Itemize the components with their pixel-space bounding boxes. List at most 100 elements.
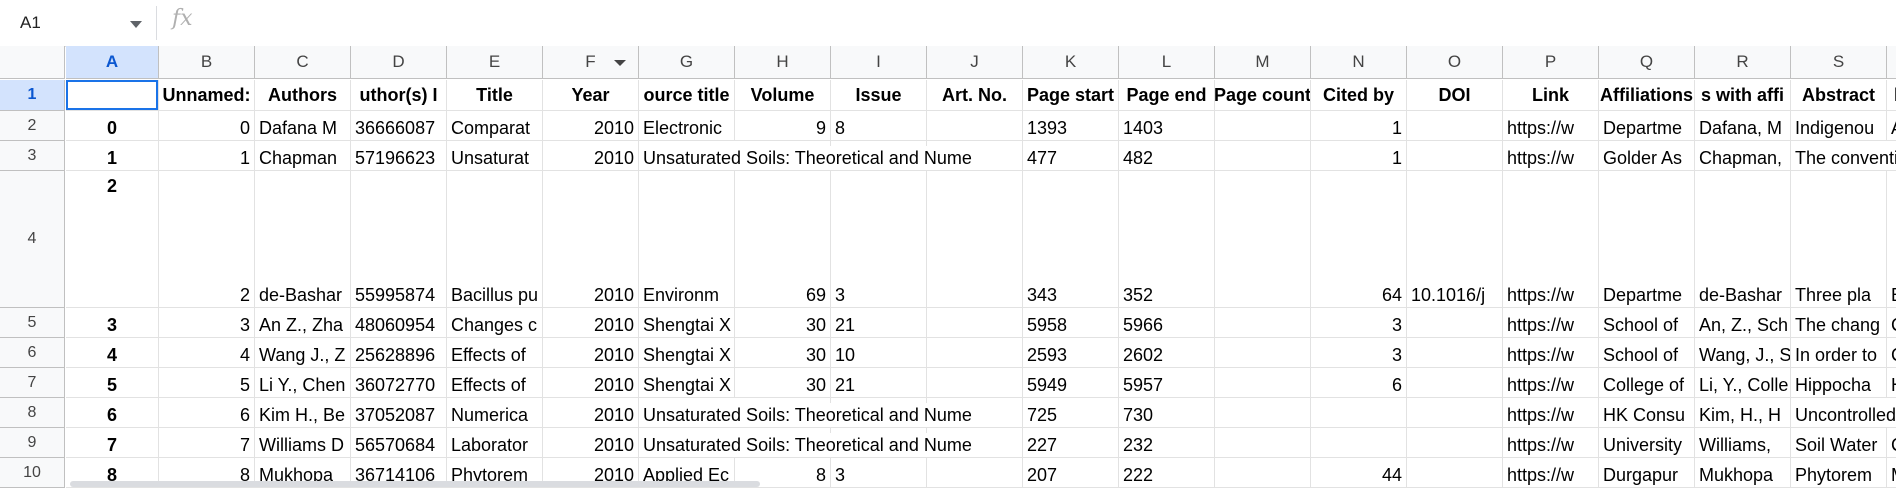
cell-a3[interactable]: 1 [66,141,159,171]
column-header-g[interactable]: G [639,46,735,79]
cell-f1[interactable]: Year [543,80,639,111]
cell-m1[interactable]: Page count [1215,80,1311,111]
cell-j4[interactable] [927,171,1023,308]
cell-e9[interactable]: Laborator [447,428,543,458]
cell-q6[interactable]: School of [1599,338,1695,368]
cell-a8[interactable]: 6 [66,398,159,428]
cell-c1[interactable]: Authors [255,80,351,111]
cell-c5[interactable]: An Z., Zha [255,308,351,338]
cell-t1[interactable]: hor Keyw [1887,80,1896,111]
cell-t5[interactable]: Copper r [1887,308,1896,338]
cell-i4[interactable]: 3 [831,171,927,308]
cell-j2[interactable] [927,111,1023,141]
cell-o4[interactable]: 10.1016/j [1407,171,1503,308]
cell-j1[interactable]: Art. No. [927,80,1023,111]
column-header-b[interactable]: B [159,46,255,79]
cell-t9[interactable]: Characte [1887,428,1896,458]
cell-n8[interactable] [1311,398,1407,428]
cell-f9[interactable]: 2010 [543,428,639,458]
cell-k7[interactable]: 5949 [1023,368,1119,398]
cell-e5[interactable]: Changes c [447,308,543,338]
cell-o7[interactable] [1407,368,1503,398]
cell-c4[interactable]: de-Bashar [255,171,351,308]
column-header-p[interactable]: P [1503,46,1599,79]
cell-c6[interactable]: Wang J., Z [255,338,351,368]
cell-e2[interactable]: Comparat [447,111,543,141]
cell-r1[interactable]: s with affi [1695,80,1791,111]
cell-e7[interactable]: Effects of [447,368,543,398]
cell-l2[interactable]: 1403 [1119,111,1215,141]
select-all-corner[interactable] [0,46,65,79]
cell-b5[interactable]: 3 [159,308,255,338]
cell-p4[interactable]: https://w [1503,171,1599,308]
cell-e3[interactable]: Unsaturat [447,141,543,171]
cell-h4[interactable]: 69 [735,171,831,308]
cell-a9[interactable]: 7 [66,428,159,458]
cell-s10[interactable]: Phytorem [1791,458,1887,488]
cell-p6[interactable]: https://w [1503,338,1599,368]
column-header-j[interactable]: J [927,46,1023,79]
column-header-e[interactable]: E [447,46,543,79]
row-header-6[interactable]: 6 [0,338,65,368]
cell-a2[interactable]: 0 [66,111,159,141]
cell-h1[interactable]: Volume [735,80,831,111]
cell-d2[interactable]: 36666087 [351,111,447,141]
cell-p8[interactable]: https://w [1503,398,1599,428]
cell-q1[interactable]: Affiliations [1599,80,1695,111]
cell-n7[interactable]: 6 [1311,368,1407,398]
cell-n2[interactable]: 1 [1311,111,1407,141]
cell-b9[interactable]: 7 [159,428,255,458]
column-header-m[interactable]: M [1215,46,1311,79]
cell-g3[interactable]: Unsaturated Soils: Theoretical and Nume [639,141,1023,171]
cell-g8[interactable]: Unsaturated Soils: Theoretical and Nume [639,398,1023,428]
cell-o5[interactable] [1407,308,1503,338]
cell-s4[interactable]: Three pla [1791,171,1887,308]
cell-o1[interactable]: DOI [1407,80,1503,111]
cell-d3[interactable]: 57196623 [351,141,447,171]
cell-k6[interactable]: 2593 [1023,338,1119,368]
cell-k2[interactable]: 1393 [1023,111,1119,141]
cell-k3[interactable]: 477 [1023,141,1119,171]
row-header-7[interactable]: 7 [0,368,65,398]
cell-s7[interactable]: Hippocha [1791,368,1887,398]
cell-q7[interactable]: College of [1599,368,1695,398]
cell-m4[interactable] [1215,171,1311,308]
column-header-o[interactable]: O [1407,46,1503,79]
cell-p1[interactable]: Link [1503,80,1599,111]
cell-i6[interactable]: 10 [831,338,927,368]
cell-c3[interactable]: Chapman [255,141,351,171]
cell-p3[interactable]: https://w [1503,141,1599,171]
cell-d7[interactable]: 36072770 [351,368,447,398]
cell-p10[interactable]: https://w [1503,458,1599,488]
cell-l5[interactable]: 5966 [1119,308,1215,338]
column-header-i[interactable]: I [831,46,927,79]
cell-n10[interactable]: 44 [1311,458,1407,488]
cell-j5[interactable] [927,308,1023,338]
cell-s9[interactable]: Soil Water [1791,428,1887,458]
cell-m5[interactable] [1215,308,1311,338]
cell-i2[interactable]: 8 [831,111,927,141]
cell-m3[interactable] [1215,141,1311,171]
cell-s8[interactable]: Uncontrolled piles [1791,398,1896,428]
cell-t7[interactable]: Hippoch [1887,368,1896,398]
cell-b4[interactable]: 2 [159,171,255,308]
cell-g1[interactable]: ource title [639,80,735,111]
name-box[interactable]: A1 [8,6,157,40]
column-header-a[interactable]: A [66,46,159,79]
formula-input[interactable] [210,6,1890,40]
cell-s6[interactable]: In order to [1791,338,1887,368]
row-header-4[interactable]: 4 [0,171,65,308]
cell-b6[interactable]: 4 [159,338,255,368]
cell-r2[interactable]: Dafana, M [1695,111,1791,141]
cell-m10[interactable] [1215,458,1311,488]
cell-e4[interactable]: Bacillus pu [447,171,543,308]
cell-l1[interactable]: Page end [1119,80,1215,111]
cell-j10[interactable] [927,458,1023,488]
row-header-1[interactable]: 1 [0,80,65,111]
cell-t10[interactable]: Metal ac [1887,458,1896,488]
cell-l8[interactable]: 730 [1119,398,1215,428]
cell-f6[interactable]: 2010 [543,338,639,368]
cell-h6[interactable]: 30 [735,338,831,368]
cell-t4[interactable]: Bacillus; [1887,171,1896,308]
cell-n4[interactable]: 64 [1311,171,1407,308]
